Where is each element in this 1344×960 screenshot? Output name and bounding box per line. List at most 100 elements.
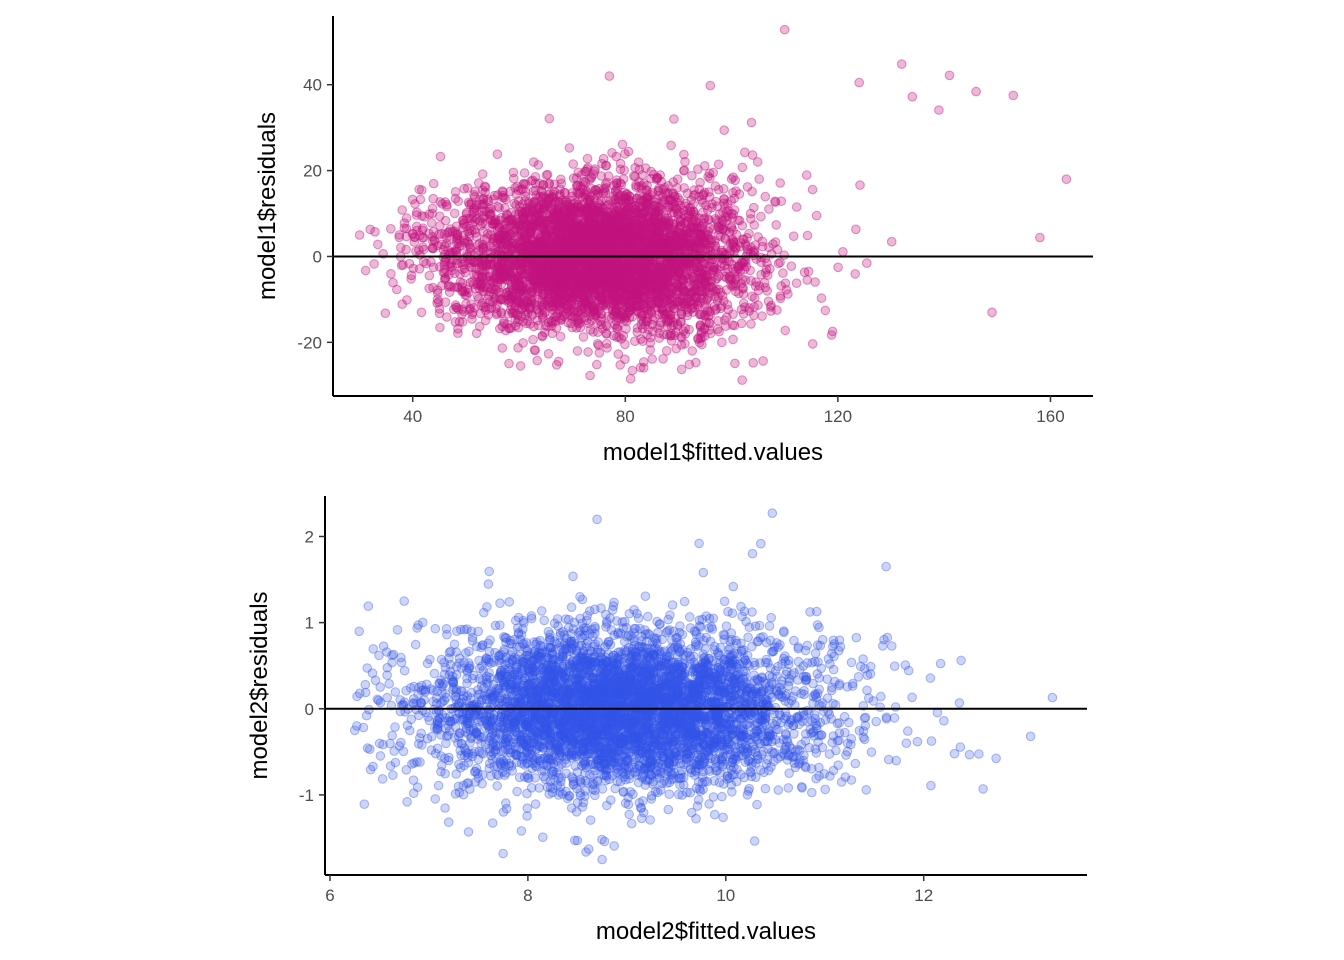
data-point: [638, 285, 649, 296]
data-point: [476, 300, 486, 311]
data-point: [826, 330, 837, 340]
data-point: [729, 241, 739, 252]
data-point: [380, 308, 391, 319]
data-point: [528, 157, 539, 167]
data-point: [478, 244, 488, 254]
data-point: [971, 86, 981, 97]
data-point: [707, 202, 717, 213]
data-point: [694, 309, 705, 320]
data-point: [418, 232, 429, 243]
data-point: [791, 202, 802, 212]
data-point: [396, 242, 406, 253]
data-point: [479, 286, 489, 297]
data-point: [730, 358, 740, 369]
data-point: [564, 299, 575, 310]
data-point: [446, 281, 456, 292]
data-point: [716, 301, 727, 311]
data-point: [524, 241, 535, 252]
data-point: [577, 258, 588, 269]
data-point: [653, 218, 664, 228]
data-point: [688, 281, 698, 292]
data-point: [565, 206, 575, 216]
data-point: [758, 356, 768, 366]
data-point: [418, 242, 428, 252]
data-point: [588, 309, 599, 320]
data-point: [726, 196, 737, 206]
data-point: [766, 306, 776, 316]
data-point: [600, 280, 611, 291]
data-point: [748, 358, 759, 368]
data-point: [623, 146, 634, 157]
data-point: [702, 302, 712, 312]
data-point: [762, 286, 773, 296]
data-point: [652, 173, 663, 183]
data-point: [583, 347, 593, 357]
data-point: [424, 270, 435, 281]
data-point: [682, 294, 693, 304]
data-point: [571, 223, 582, 233]
data-point: [685, 253, 695, 263]
data-point: [537, 331, 548, 342]
data-point: [539, 198, 550, 208]
data-point: [615, 244, 626, 254]
data-point: [660, 214, 671, 224]
data-point: [559, 279, 570, 290]
data-point: [504, 358, 514, 369]
data-point: [638, 201, 648, 212]
data-point: [546, 271, 556, 282]
data-point: [613, 197, 624, 207]
data-point: [594, 198, 604, 208]
data-point: [453, 324, 463, 334]
data-point: [733, 271, 743, 282]
data-point: [603, 274, 614, 284]
data-point: [661, 346, 672, 356]
data-point: [679, 183, 690, 193]
data-point: [581, 203, 592, 214]
data-point: [486, 275, 496, 285]
data-point: [570, 281, 581, 291]
data-point: [565, 286, 576, 296]
data-point: [663, 287, 674, 297]
data-point: [428, 178, 439, 189]
data-point: [509, 225, 520, 235]
data-point: [529, 253, 540, 264]
data-point: [537, 243, 548, 254]
data-point: [461, 209, 472, 219]
data-point: [564, 226, 574, 236]
data-point: [541, 232, 552, 243]
data-point: [490, 218, 501, 228]
data-point: [760, 191, 771, 202]
data-point: [633, 157, 644, 167]
data-point: [704, 223, 715, 233]
data-point: [434, 304, 445, 314]
data-point: [531, 283, 542, 293]
data-point: [589, 194, 600, 204]
data-point: [742, 182, 753, 192]
data-point: [680, 323, 691, 334]
data-point: [609, 290, 619, 300]
data-point: [854, 77, 865, 88]
data-point: [850, 269, 861, 279]
data-point: [594, 348, 605, 358]
data-point: [615, 190, 626, 201]
data-point: [711, 284, 722, 295]
data-point: [680, 329, 691, 339]
data-point: [553, 273, 564, 284]
data-point: [504, 323, 515, 334]
data-point: [533, 236, 544, 246]
data-point: [549, 247, 560, 257]
data-point: [677, 270, 688, 280]
data-point: [499, 229, 510, 239]
data-point: [397, 205, 408, 215]
data-point: [638, 276, 649, 287]
data-point: [547, 316, 557, 327]
data-point: [627, 365, 638, 376]
data-point: [511, 220, 522, 230]
data-point: [603, 171, 614, 181]
data-point: [671, 343, 682, 354]
data-point: [543, 349, 554, 359]
model1-residual-panel: 40 80 120 160-2002040model1$fitted.valuesmo…: [254, 16, 1093, 466]
data-point: [477, 272, 488, 282]
data-point: [944, 70, 955, 81]
